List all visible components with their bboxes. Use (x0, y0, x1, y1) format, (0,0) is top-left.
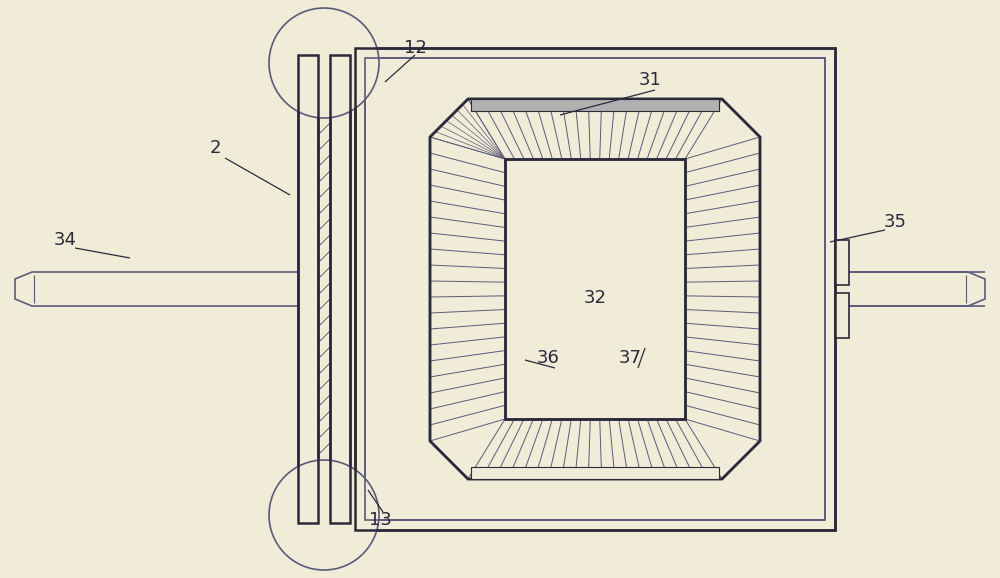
Text: 36: 36 (537, 349, 559, 367)
Text: 12: 12 (404, 39, 426, 57)
Bar (505, 159, 685, 419)
Bar (298, 55, 318, 523)
Polygon shape (660, 272, 985, 306)
Bar (835, 240, 849, 285)
Bar (505, 159, 685, 419)
Bar (298, 55, 318, 523)
Circle shape (269, 460, 379, 570)
Bar (330, 55, 350, 523)
Bar (355, 48, 835, 530)
Polygon shape (15, 272, 310, 306)
Text: 31: 31 (639, 71, 661, 89)
Text: 35: 35 (884, 213, 906, 231)
Bar (365, 58, 825, 520)
Bar (330, 55, 350, 523)
Text: 34: 34 (54, 231, 76, 249)
Bar (471, 467, 719, 479)
Bar (355, 48, 835, 530)
Bar (471, 99, 719, 111)
Polygon shape (430, 99, 760, 479)
Text: 13: 13 (369, 511, 391, 529)
Text: 32: 32 (584, 289, 606, 307)
Bar (365, 58, 825, 520)
Circle shape (269, 8, 379, 118)
Bar (835, 293, 849, 338)
Text: 2: 2 (209, 139, 221, 157)
Text: 37: 37 (618, 349, 642, 367)
